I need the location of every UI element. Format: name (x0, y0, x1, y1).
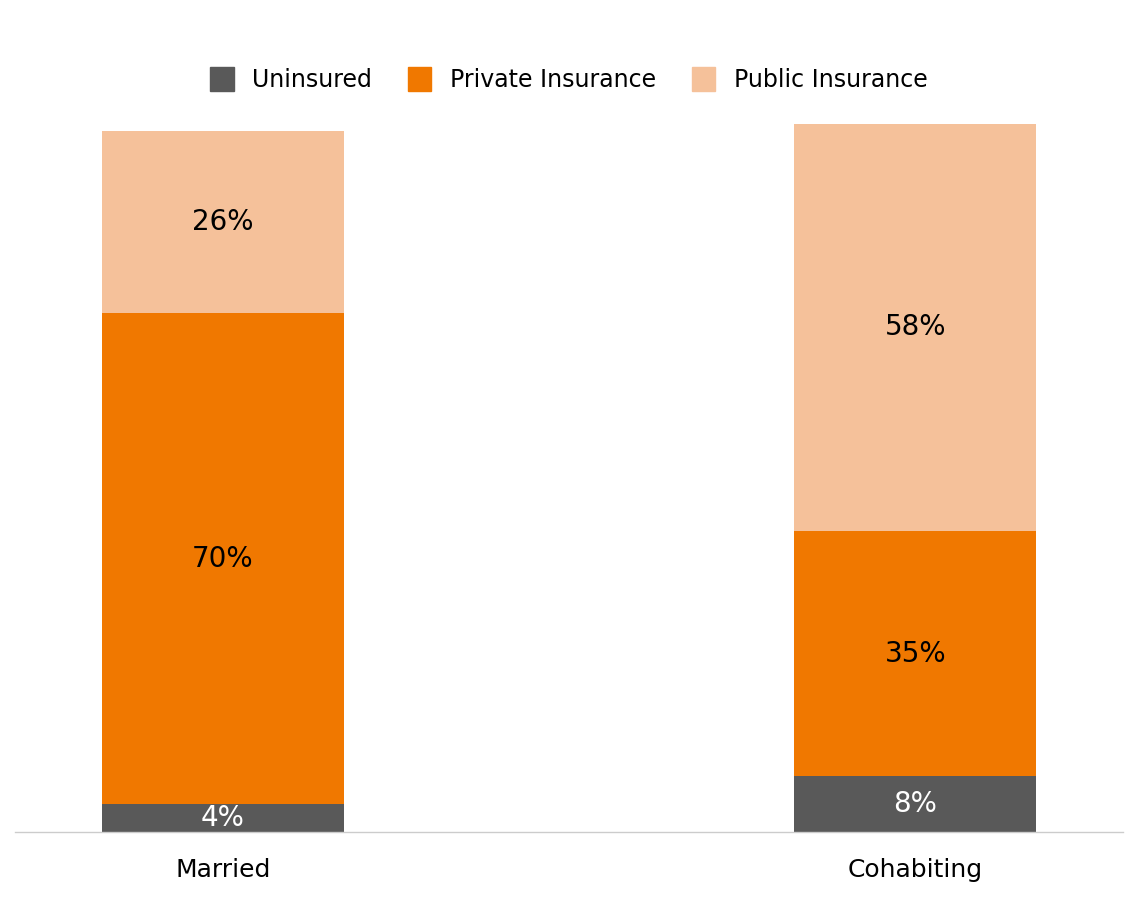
Text: 4%: 4% (200, 805, 245, 832)
Legend: Uninsured, Private Insurance, Public Insurance: Uninsured, Private Insurance, Public Ins… (200, 57, 938, 101)
Text: 35%: 35% (884, 640, 946, 667)
Bar (101, 313, 344, 805)
Bar (101, 805, 344, 832)
Bar (794, 776, 1037, 832)
Text: 58%: 58% (884, 313, 946, 342)
Bar (794, 531, 1037, 776)
Bar (101, 131, 344, 313)
Text: 26%: 26% (192, 208, 254, 236)
Text: 70%: 70% (192, 544, 254, 573)
Text: 8%: 8% (893, 790, 938, 818)
Bar (794, 124, 1037, 531)
